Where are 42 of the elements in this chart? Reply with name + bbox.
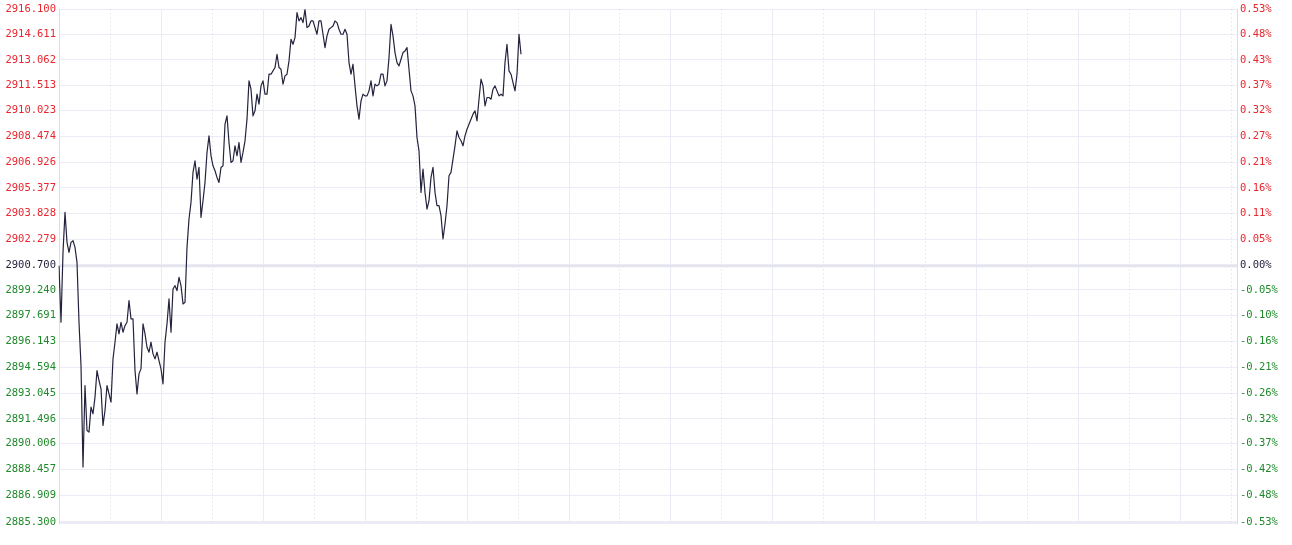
y-tick-label: 2891.496	[5, 411, 56, 424]
y-tick-label: 2886.909	[5, 487, 56, 500]
y2-tick-label: -0.48%	[1240, 487, 1279, 500]
y2-tick-label: 0.43%	[1240, 52, 1273, 65]
y2-tick-label: -0.37%	[1240, 436, 1279, 449]
y-tick-label: 2888.457	[5, 462, 56, 475]
y-tick-label: 2897.691	[5, 308, 56, 321]
y2-tick-label: -0.32%	[1240, 411, 1279, 424]
y2-tick-label: 0.05%	[1240, 232, 1273, 245]
y2-tick-label: 0.32%	[1240, 103, 1273, 116]
y2-tick-label: -0.05%	[1240, 282, 1279, 295]
y-tick-label: 2885.300	[5, 514, 56, 527]
y2-tick-label: 0.21%	[1240, 154, 1273, 167]
y2-tick-label: -0.10%	[1240, 308, 1279, 321]
y-tick-label: 2893.045	[5, 385, 56, 398]
y2-tick-label: 0.11%	[1240, 206, 1273, 219]
y-tick-label: 2890.006	[5, 436, 56, 449]
y-tick-label: 2902.279	[5, 232, 56, 245]
y-tick-label: 2908.474	[5, 128, 56, 141]
y2-tick-label: -0.42%	[1240, 462, 1279, 475]
y-tick-label: 2894.594	[5, 360, 56, 373]
y2-tick-label: 0.53%	[1240, 2, 1273, 15]
y-tick-label: 2900.700	[5, 258, 56, 271]
y2-tick-label: 0.16%	[1240, 180, 1273, 193]
y-tick-label: 2913.062	[5, 52, 56, 65]
y-tick-label: 2903.828	[5, 206, 56, 219]
y-tick-label: 2906.926	[5, 154, 56, 167]
y2-tick-label: -0.26%	[1240, 385, 1279, 398]
y-tick-label: 2899.240	[5, 282, 56, 295]
y2-tick-label: 0.37%	[1240, 78, 1273, 91]
y-tick-label: 2905.377	[5, 180, 56, 193]
y2-tick-label: -0.16%	[1240, 334, 1279, 347]
y-tick-label: 2896.143	[5, 334, 56, 347]
y2-tick-label: 0.27%	[1240, 128, 1273, 141]
y2-tick-label: 0.48%	[1240, 26, 1273, 39]
y-tick-label: 2911.513	[5, 78, 56, 91]
y-tick-label: 2914.611	[5, 26, 56, 39]
y2-tick-label: -0.53%	[1240, 514, 1279, 527]
y2-tick-label: 0.00%	[1240, 258, 1273, 271]
y-tick-label: 2916.100	[5, 2, 56, 15]
y-tick-label: 2910.023	[5, 103, 56, 116]
y2-tick-label: -0.21%	[1240, 360, 1279, 373]
